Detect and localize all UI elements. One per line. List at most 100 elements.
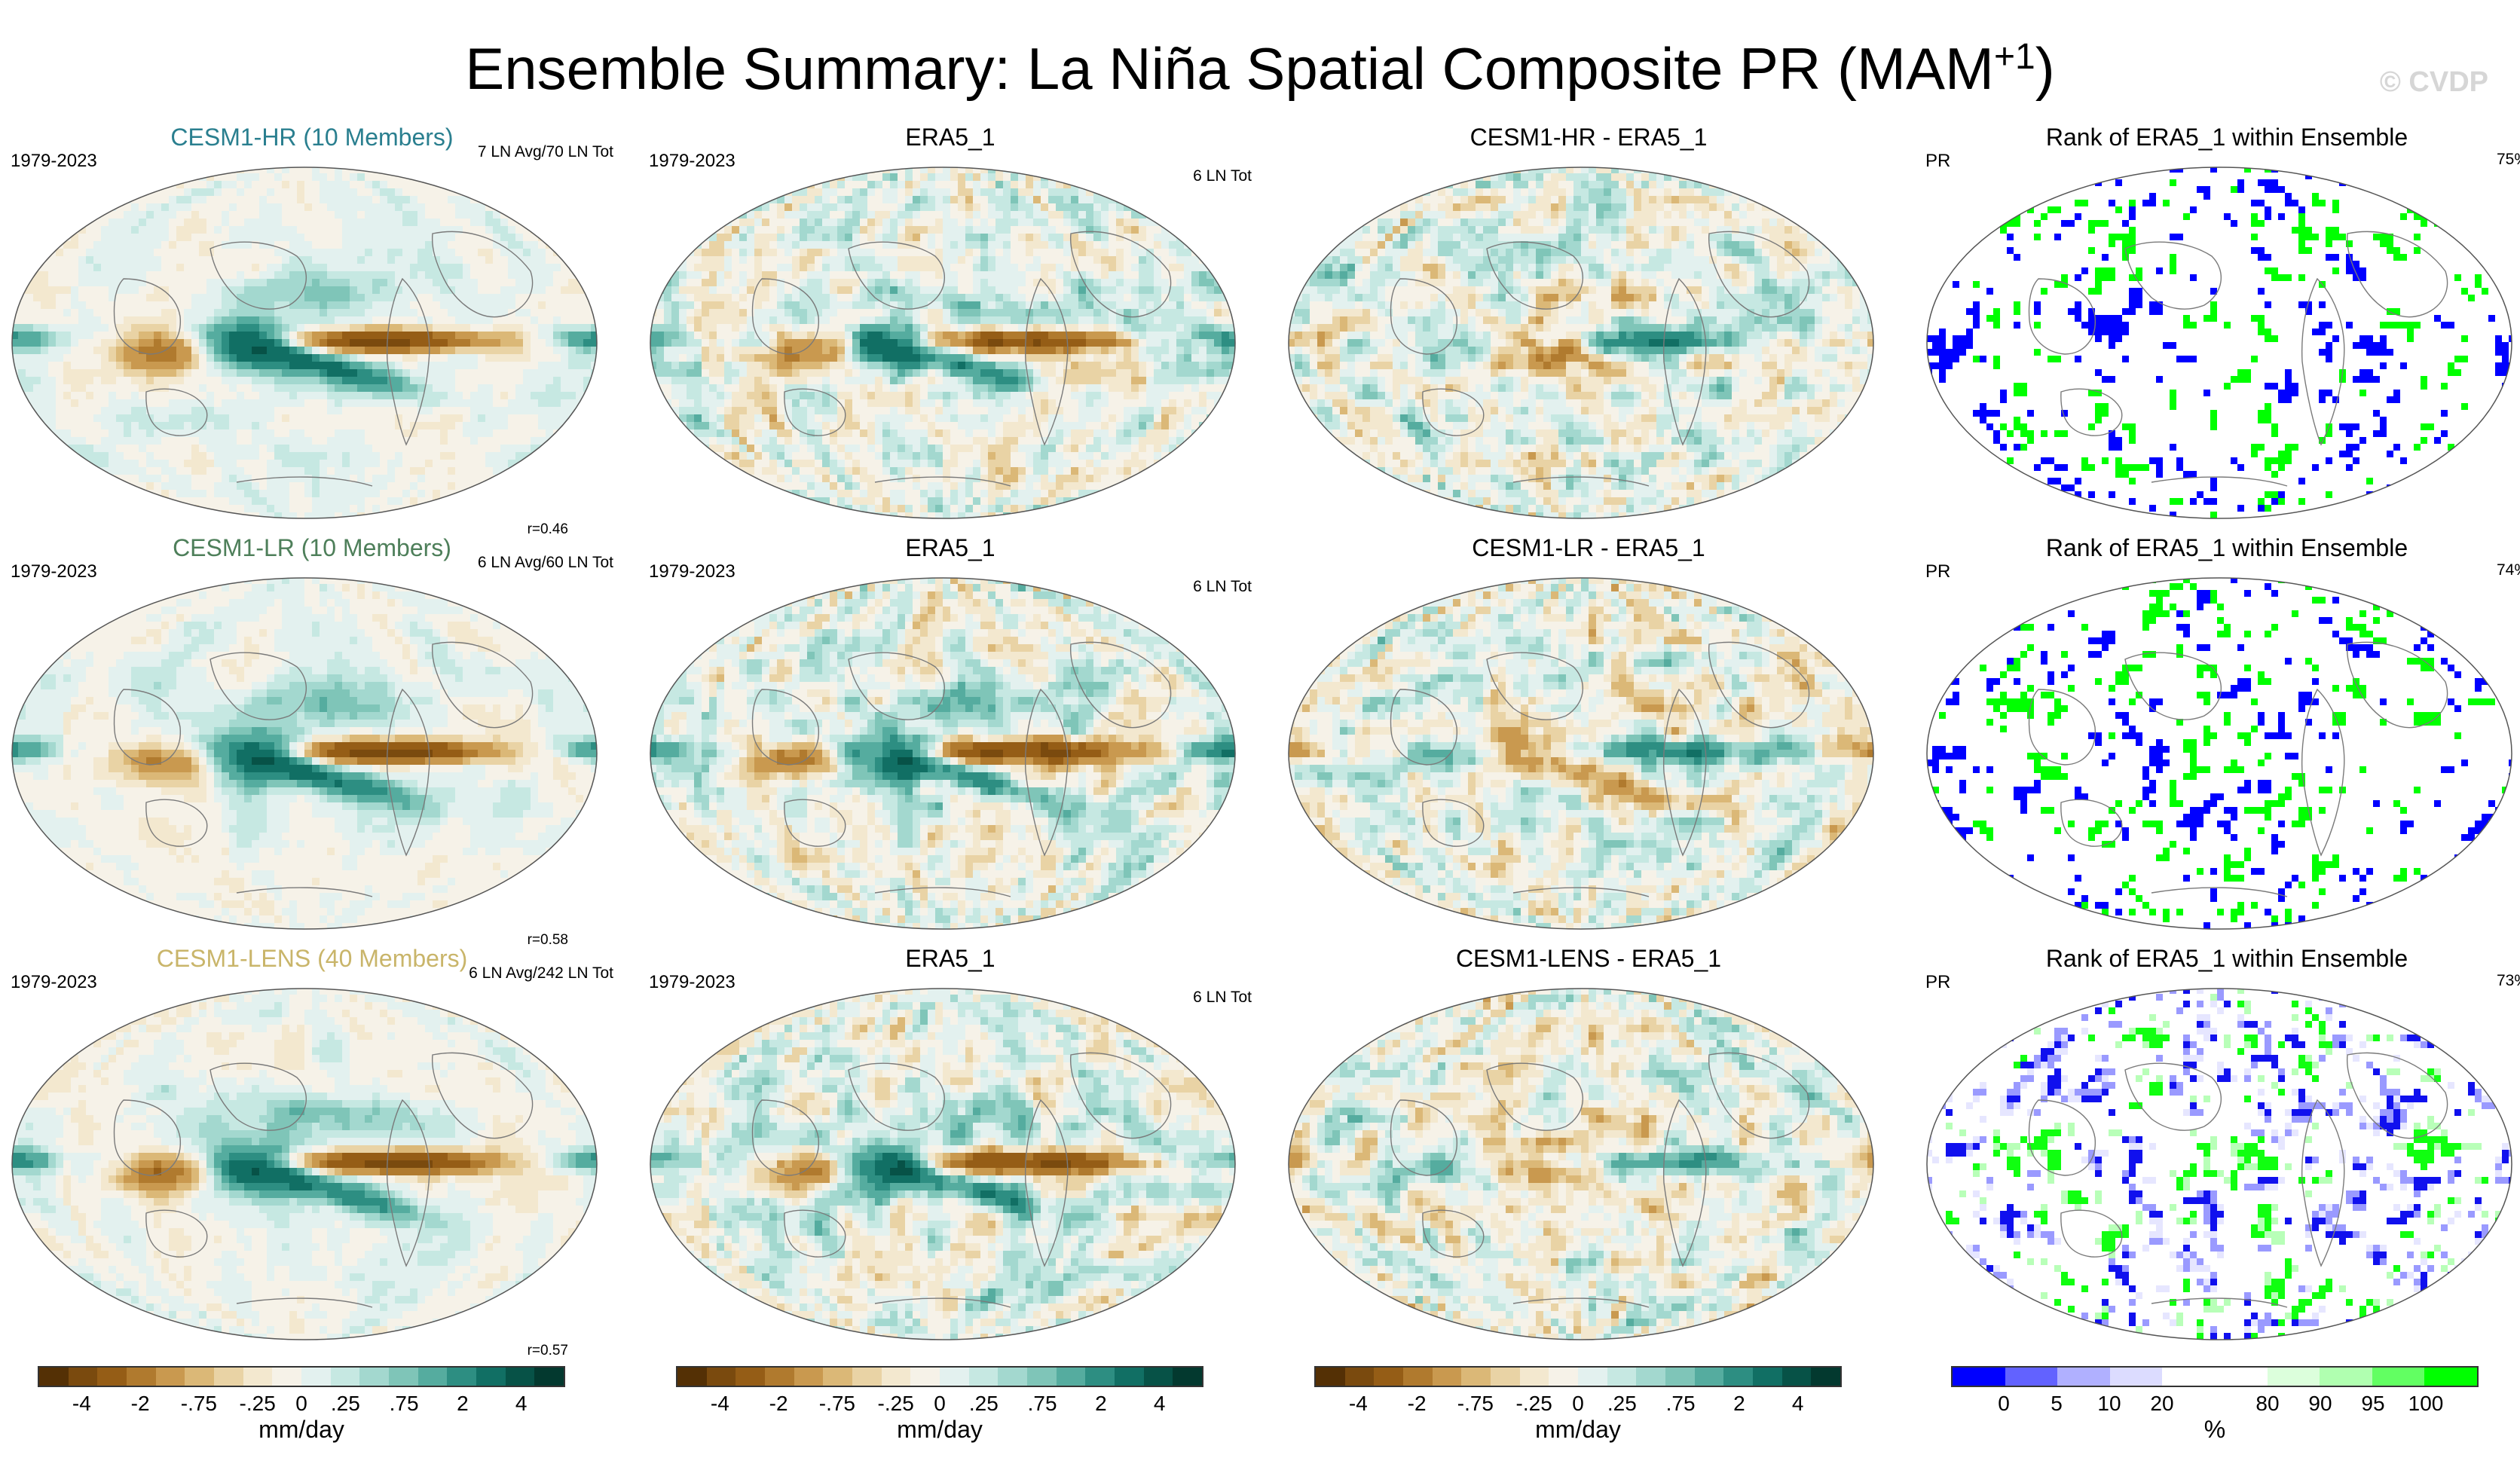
colorbar-tick-label: 100	[2408, 1392, 2444, 1416]
precip-colorbar: -4 -2 -.75 -.25 0 .25 .75 2 4 mm/day	[38, 1366, 565, 1456]
panel-ensemble: CESM1-HR (10 Members) 1979-2023 7 LN Avg/7…	[11, 124, 613, 537]
colorbar-swatch	[330, 1368, 360, 1386]
precip-map	[650, 577, 1236, 930]
coastline	[1422, 1209, 1485, 1258]
colorbar-swatches	[1314, 1366, 1842, 1387]
colorbar-swatch	[505, 1368, 535, 1386]
panel-title: Rank of ERA5_1 within Ensemble	[1925, 945, 2520, 973]
colorbar-swatches	[1951, 1366, 2479, 1387]
panel-ensemble: CESM1-LENS (40 Members) 1979-2023 6 LN Avg…	[11, 945, 613, 1359]
coastline	[2060, 799, 2123, 847]
panel-diff: CESM1-HR - ERA5_1	[1287, 124, 1890, 527]
map-border	[1288, 167, 1874, 519]
panel-title: Rank of ERA5_1 within Ensemble	[1925, 534, 2520, 562]
panel-title: CESM1-HR (10 Members)	[11, 124, 613, 151]
colorbar-swatch	[1519, 1368, 1549, 1386]
panel-rank-percent: 74%	[2497, 561, 2520, 579]
coastline	[2301, 688, 2345, 857]
figure-title: Ensemble Summary: La Niña Spatial Compos…	[0, 21, 2520, 105]
map-field	[650, 167, 1235, 518]
colorbar-tick-label: .75	[1666, 1392, 1696, 1416]
coastline	[1708, 641, 1810, 729]
pattern-correlation: r=0.46	[528, 521, 568, 538]
map-border	[1926, 988, 2512, 1340]
coastline	[2124, 652, 2222, 720]
precip-colorbar: -4 -2 -.75 -.25 0 .25 .75 2 4 mm/day	[1314, 1366, 1842, 1456]
coastline	[1708, 231, 1810, 318]
colorbar-swatch	[1665, 1368, 1695, 1386]
coastline	[209, 1062, 307, 1131]
colorbar-swatch	[447, 1368, 477, 1386]
panel-diff: CESM1-LENS - ERA5_1	[1287, 945, 1890, 1349]
map-field	[1289, 578, 1873, 929]
precip-map	[11, 577, 598, 930]
panel-period: 1979-2023	[11, 561, 97, 582]
panel-obs: ERA5_1 1979-2023 6 LN Tot	[649, 534, 1252, 938]
colorbar-swatch	[2057, 1368, 2110, 1386]
panel-title: CESM1-LENS - ERA5_1	[1287, 945, 1890, 973]
colorbar-unit: %	[1951, 1416, 2479, 1444]
precip-map	[1288, 167, 1874, 519]
precip-map	[1288, 988, 1874, 1340]
coastline	[1512, 476, 1650, 487]
colorbar-swatch	[765, 1368, 794, 1386]
colorbar-unit: mm/day	[676, 1416, 1203, 1444]
colorbar-unit: mm/day	[38, 1416, 565, 1444]
colorbar-tick-label: -4	[72, 1392, 91, 1416]
colorbar-swatch	[881, 1368, 911, 1386]
rank-colorbar: 0 5 10 20 80 90 95 100%	[1951, 1366, 2479, 1456]
colorbar-swatch	[1694, 1368, 1724, 1386]
pattern-correlation: r=0.58	[528, 932, 568, 949]
panel-title: ERA5_1	[649, 945, 1252, 973]
colorbar-swatch	[1173, 1368, 1203, 1386]
precip-map	[650, 988, 1236, 1340]
colorbar-swatch	[272, 1368, 302, 1386]
colorbar-tick-label: 90	[2308, 1392, 2332, 1416]
coastline	[2060, 1209, 2123, 1258]
map-border	[1926, 167, 2512, 519]
colorbar-tick-label: 2	[1733, 1392, 1745, 1416]
coastline	[1662, 1099, 1707, 1267]
coastline	[2151, 887, 2288, 897]
coastline	[1512, 887, 1650, 897]
colorbar-tick-label: 20	[2150, 1392, 2173, 1416]
colorbar-tick-label: 95	[2361, 1392, 2384, 1416]
colorbar-tick-label: .25	[331, 1392, 360, 1416]
colorbar-swatch	[2320, 1368, 2372, 1386]
colorbar-swatch	[214, 1368, 243, 1386]
coastline	[1486, 241, 1584, 310]
colorbar-swatch	[1953, 1368, 2005, 1386]
colorbar-swatch	[1056, 1368, 1086, 1386]
coastline	[1512, 1297, 1650, 1308]
coastline	[2301, 1099, 2345, 1267]
colorbar-tick-label: .75	[390, 1392, 419, 1416]
panel-rank-percent: 73%	[2497, 972, 2520, 990]
coastline	[2124, 241, 2222, 310]
colorbar-tick-label: 2	[457, 1392, 469, 1416]
colorbar-swatch	[1143, 1368, 1173, 1386]
colorbar-swatch	[359, 1368, 390, 1386]
colorbar-swatch	[852, 1368, 882, 1386]
colorbar-tick-label: 5	[2051, 1392, 2063, 1416]
coastline	[431, 231, 534, 318]
coastline	[751, 278, 819, 355]
coastline	[1024, 277, 1069, 446]
panel-period: 1979-2023	[649, 561, 736, 582]
coastline	[1390, 689, 1457, 766]
coastline	[751, 689, 819, 766]
precip-map	[11, 167, 598, 519]
panel-event-count: 6 LN Tot	[1193, 167, 1252, 185]
colorbar-tick-label: -4	[1349, 1392, 1368, 1416]
map-border	[11, 988, 598, 1340]
colorbar-swatch	[2424, 1368, 2477, 1386]
colorbar-swatch	[1344, 1368, 1375, 1386]
coastline	[848, 241, 946, 310]
colorbar-swatch	[1781, 1368, 1812, 1386]
colorbar-tick-label: -4	[711, 1392, 729, 1416]
colorbar-swatch	[1085, 1368, 1115, 1386]
panel-period: 1979-2023	[649, 151, 736, 172]
colorbar-tick-label: -.75	[1457, 1392, 1494, 1416]
coastline	[784, 1209, 846, 1258]
rank-map	[1926, 577, 2512, 930]
coastline	[1486, 1062, 1584, 1131]
